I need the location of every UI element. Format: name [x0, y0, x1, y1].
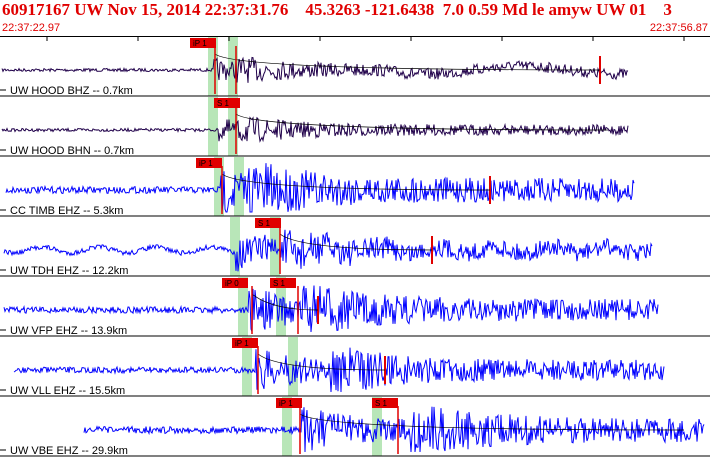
- pick-window-shade: [208, 97, 218, 156]
- pick-tag[interactable]: [190, 38, 216, 48]
- pick-window-shade: [282, 397, 292, 456]
- travel-time-curves: [214, 53, 685, 431]
- pick-label: S 1: [375, 399, 388, 408]
- station-label: UW HOOD BHN -- 0.7km: [10, 145, 134, 157]
- pick-tag[interactable]: [232, 338, 258, 348]
- waveform-trace: [3, 229, 653, 272]
- travel-time-curve: [235, 113, 609, 131]
- station-label: UW VBE EHZ -- 29.9km: [10, 445, 128, 457]
- pick-label: iP 1: [199, 159, 213, 168]
- pick-label: S 1: [217, 99, 230, 108]
- travel-time-curve: [257, 353, 386, 371]
- station-label: CC TIMB EHZ -- 5.3km: [10, 205, 123, 217]
- pick-tag[interactable]: [214, 98, 240, 108]
- travel-time-curve: [214, 53, 601, 71]
- pick-tag[interactable]: [372, 398, 398, 408]
- pick-window-shade: [242, 337, 252, 396]
- station-label: UW HOOD BHZ -- 0.7km: [10, 85, 133, 97]
- pick-tag[interactable]: [270, 278, 296, 288]
- pick-tag[interactable]: [222, 278, 248, 288]
- travel-time-curve: [279, 233, 433, 251]
- pick-label: iP 0: [225, 279, 239, 288]
- pick-label: S 1: [258, 219, 271, 228]
- travel-time-curve: [221, 173, 491, 191]
- pick-label: iP 1: [193, 39, 207, 48]
- pick-label: S 1: [273, 279, 286, 288]
- pick-label: iP 1: [235, 339, 249, 348]
- waveform-trace: [83, 406, 705, 453]
- pick-window-shade: [214, 157, 224, 216]
- pick-window-shade: [238, 277, 248, 336]
- event-header: 60917167 UW Nov 15, 2014 22:37:31.76 45.…: [0, 0, 710, 36]
- pick-tag[interactable]: [276, 398, 302, 408]
- waveform-trace: [1, 56, 629, 83]
- travel-time-curve: [299, 413, 685, 431]
- station-label: UW VFP EHZ -- 13.9km: [10, 325, 127, 337]
- waveform-trace: [1, 116, 629, 143]
- travel-time-curve: [251, 293, 319, 311]
- waveform-trace: [3, 285, 659, 333]
- pick-tag[interactable]: [255, 218, 281, 228]
- station-label: UW TDH EHZ -- 12.2km: [10, 265, 128, 277]
- event-summary-title: 60917167 UW Nov 15, 2014 22:37:31.76 45.…: [2, 0, 672, 19]
- waveform-trace: [5, 163, 635, 213]
- pick-window-shade: [270, 217, 280, 276]
- panel-borders: [0, 36, 710, 457]
- waveform-trace: [13, 347, 665, 393]
- pick-window-shade: [230, 217, 240, 276]
- station-label: UW VLL EHZ -- 15.5km: [10, 385, 125, 397]
- pick-label: iP 1: [279, 399, 293, 408]
- seismogram-panel[interactable]: iP 1 S 1 iP 1 S 1 iP 0 S 1 iP 1 iP 1 S 1 UW HOOD…: [0, 36, 710, 458]
- pick-markers[interactable]: iP 1 S 1 iP 1 S 1 iP 0 S 1 iP 1 iP 1 S 1: [190, 38, 399, 454]
- window-start-time: 22:37:22.97: [2, 22, 61, 34]
- station-labels: UW HOOD BHZ -- 0.7km UW HOOD BHN -- 0.7km…: [10, 85, 134, 457]
- pick-tag[interactable]: [196, 158, 222, 168]
- window-end-time: 22:37:56.87: [649, 22, 708, 34]
